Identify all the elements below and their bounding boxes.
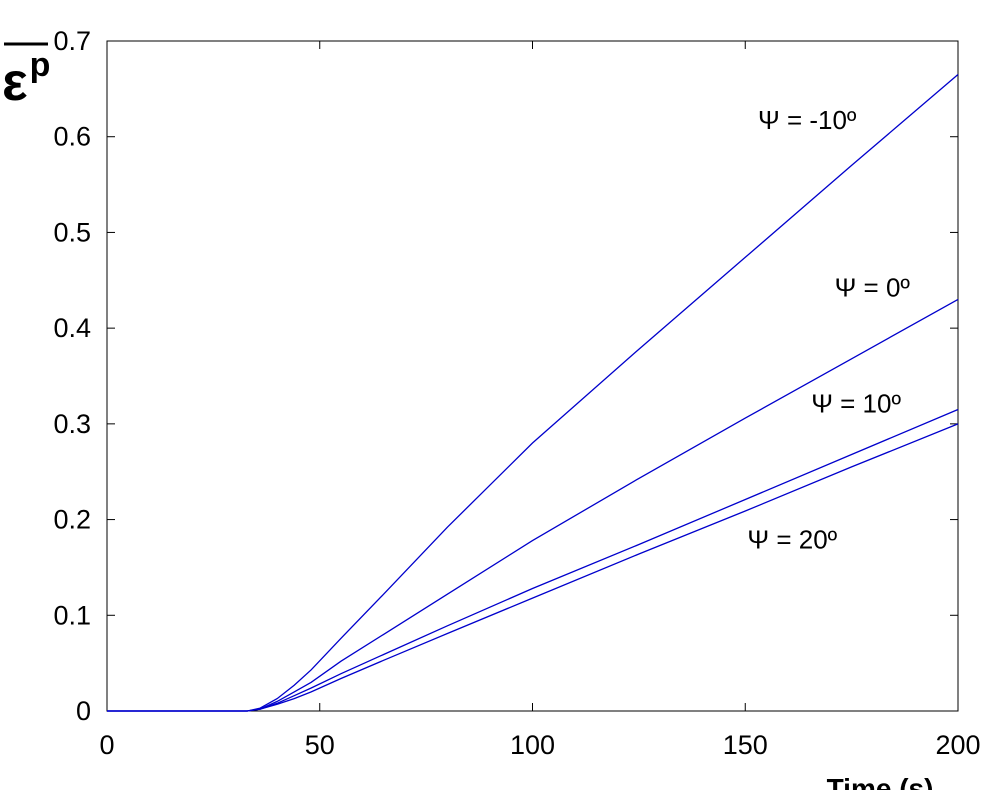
y-tick-label: 0.2 (53, 505, 91, 535)
series-line (107, 298, 959, 712)
x-tick-label: 0 (99, 730, 114, 760)
series-label: Ψ = 0º (835, 273, 911, 303)
plot-border (106, 40, 959, 712)
x-tick-label: 150 (723, 730, 768, 760)
y-tick-label: 0.7 (53, 26, 91, 56)
axis-ticks (106, 40, 959, 712)
series-line (107, 408, 959, 712)
x-tick-label: 50 (305, 730, 335, 760)
series-line (107, 423, 959, 712)
x-tick-labels: 0 50 100 150 200 (99, 730, 980, 760)
y-tick-label: 0.5 (53, 217, 91, 247)
series-annotations: Ψ = -10º Ψ = 0º Ψ = 10º Ψ = 20º (747, 105, 910, 554)
series-lines (107, 74, 959, 712)
y-axis-superscript: p (30, 46, 51, 84)
y-tick-labels: 0 0.1 0.2 0.3 0.4 0.5 0.6 0.7 (53, 26, 91, 726)
x-tick-label: 100 (510, 730, 555, 760)
x-axis-title: Time (s) (827, 773, 934, 790)
y-tick-label: 0 (76, 696, 91, 726)
y-axis-symbol: ε (2, 52, 28, 112)
series-line (107, 74, 959, 712)
y-tick-label: 0.3 (53, 409, 91, 439)
plot-frame (106, 40, 959, 712)
series-label: Ψ = 10º (811, 388, 901, 418)
x-tick-label: 200 (935, 730, 980, 760)
y-tick-label: 0.1 (53, 600, 91, 630)
y-tick-label: 0.4 (53, 313, 91, 343)
series-label: Ψ = 20º (747, 524, 837, 554)
y-axis-title: εp (2, 46, 50, 112)
y-tick-label: 0.6 (53, 122, 91, 152)
series-label: Ψ = -10º (758, 105, 857, 135)
